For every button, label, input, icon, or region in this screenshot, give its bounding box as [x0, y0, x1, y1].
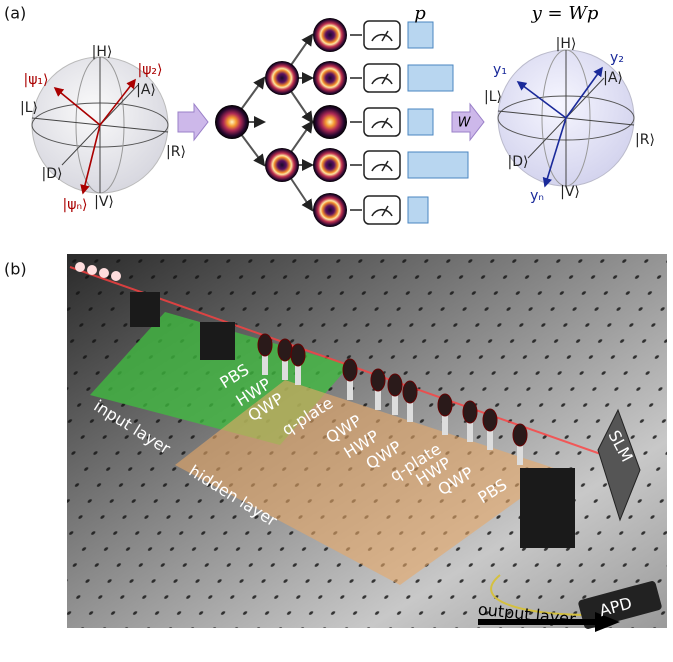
- mount: [483, 409, 497, 431]
- mount: [343, 359, 357, 381]
- vector-label: yₙ: [530, 188, 544, 204]
- vector-label: |ψₙ⟩: [63, 197, 88, 213]
- state-label: |D⟩: [42, 166, 63, 182]
- beam: [215, 105, 249, 139]
- beam: [313, 61, 347, 95]
- network: [215, 18, 468, 227]
- probability-bar: [408, 152, 468, 178]
- mount: [388, 374, 402, 396]
- probability-bar: [408, 197, 428, 223]
- figure: (a) |H⟩ |A⟩ |L⟩ |R⟩ |D⟩ |V⟩ |ψ₁⟩ |ψ₂⟩ |ψ…: [0, 0, 673, 658]
- state-label: |R⟩: [635, 132, 655, 148]
- vector-label: y₂: [610, 50, 624, 66]
- state-label: |L⟩: [20, 100, 38, 116]
- state-label: |A⟩: [136, 82, 156, 98]
- vector-label: |ψ₂⟩: [137, 62, 162, 78]
- state-label: |H⟩: [92, 44, 113, 60]
- probability-bar: [408, 109, 433, 135]
- mount: [258, 334, 272, 356]
- mount: [403, 381, 417, 403]
- arrow: [178, 104, 208, 140]
- mount: [278, 339, 292, 361]
- probability-bar: [408, 65, 453, 91]
- mount: [513, 424, 527, 446]
- beam: [313, 18, 347, 52]
- beam: [313, 148, 347, 182]
- beam: [265, 148, 299, 182]
- mount: [291, 344, 305, 366]
- panel-label: (a): [4, 4, 26, 23]
- vector-label: y₁: [493, 62, 507, 78]
- panel-label: (b): [4, 260, 27, 279]
- beam: [265, 61, 299, 95]
- state-label: |A⟩: [603, 70, 623, 86]
- mount: [371, 369, 385, 391]
- w-label: W: [458, 116, 472, 131]
- p-label: p: [414, 3, 426, 24]
- state-label: |V⟩: [94, 194, 114, 210]
- state-label: |R⟩: [166, 144, 186, 160]
- beam: [313, 193, 347, 227]
- beam: [313, 105, 347, 139]
- mount: [438, 394, 452, 416]
- state-label: |L⟩: [484, 89, 502, 105]
- state-label: |V⟩: [560, 184, 580, 200]
- state-label: |H⟩: [556, 36, 577, 52]
- mount: [463, 401, 477, 423]
- state-label: |D⟩: [508, 154, 529, 170]
- equation: y = Wp: [531, 3, 599, 24]
- probability-bar: [408, 22, 433, 48]
- vector-label: |ψ₁⟩: [23, 72, 48, 88]
